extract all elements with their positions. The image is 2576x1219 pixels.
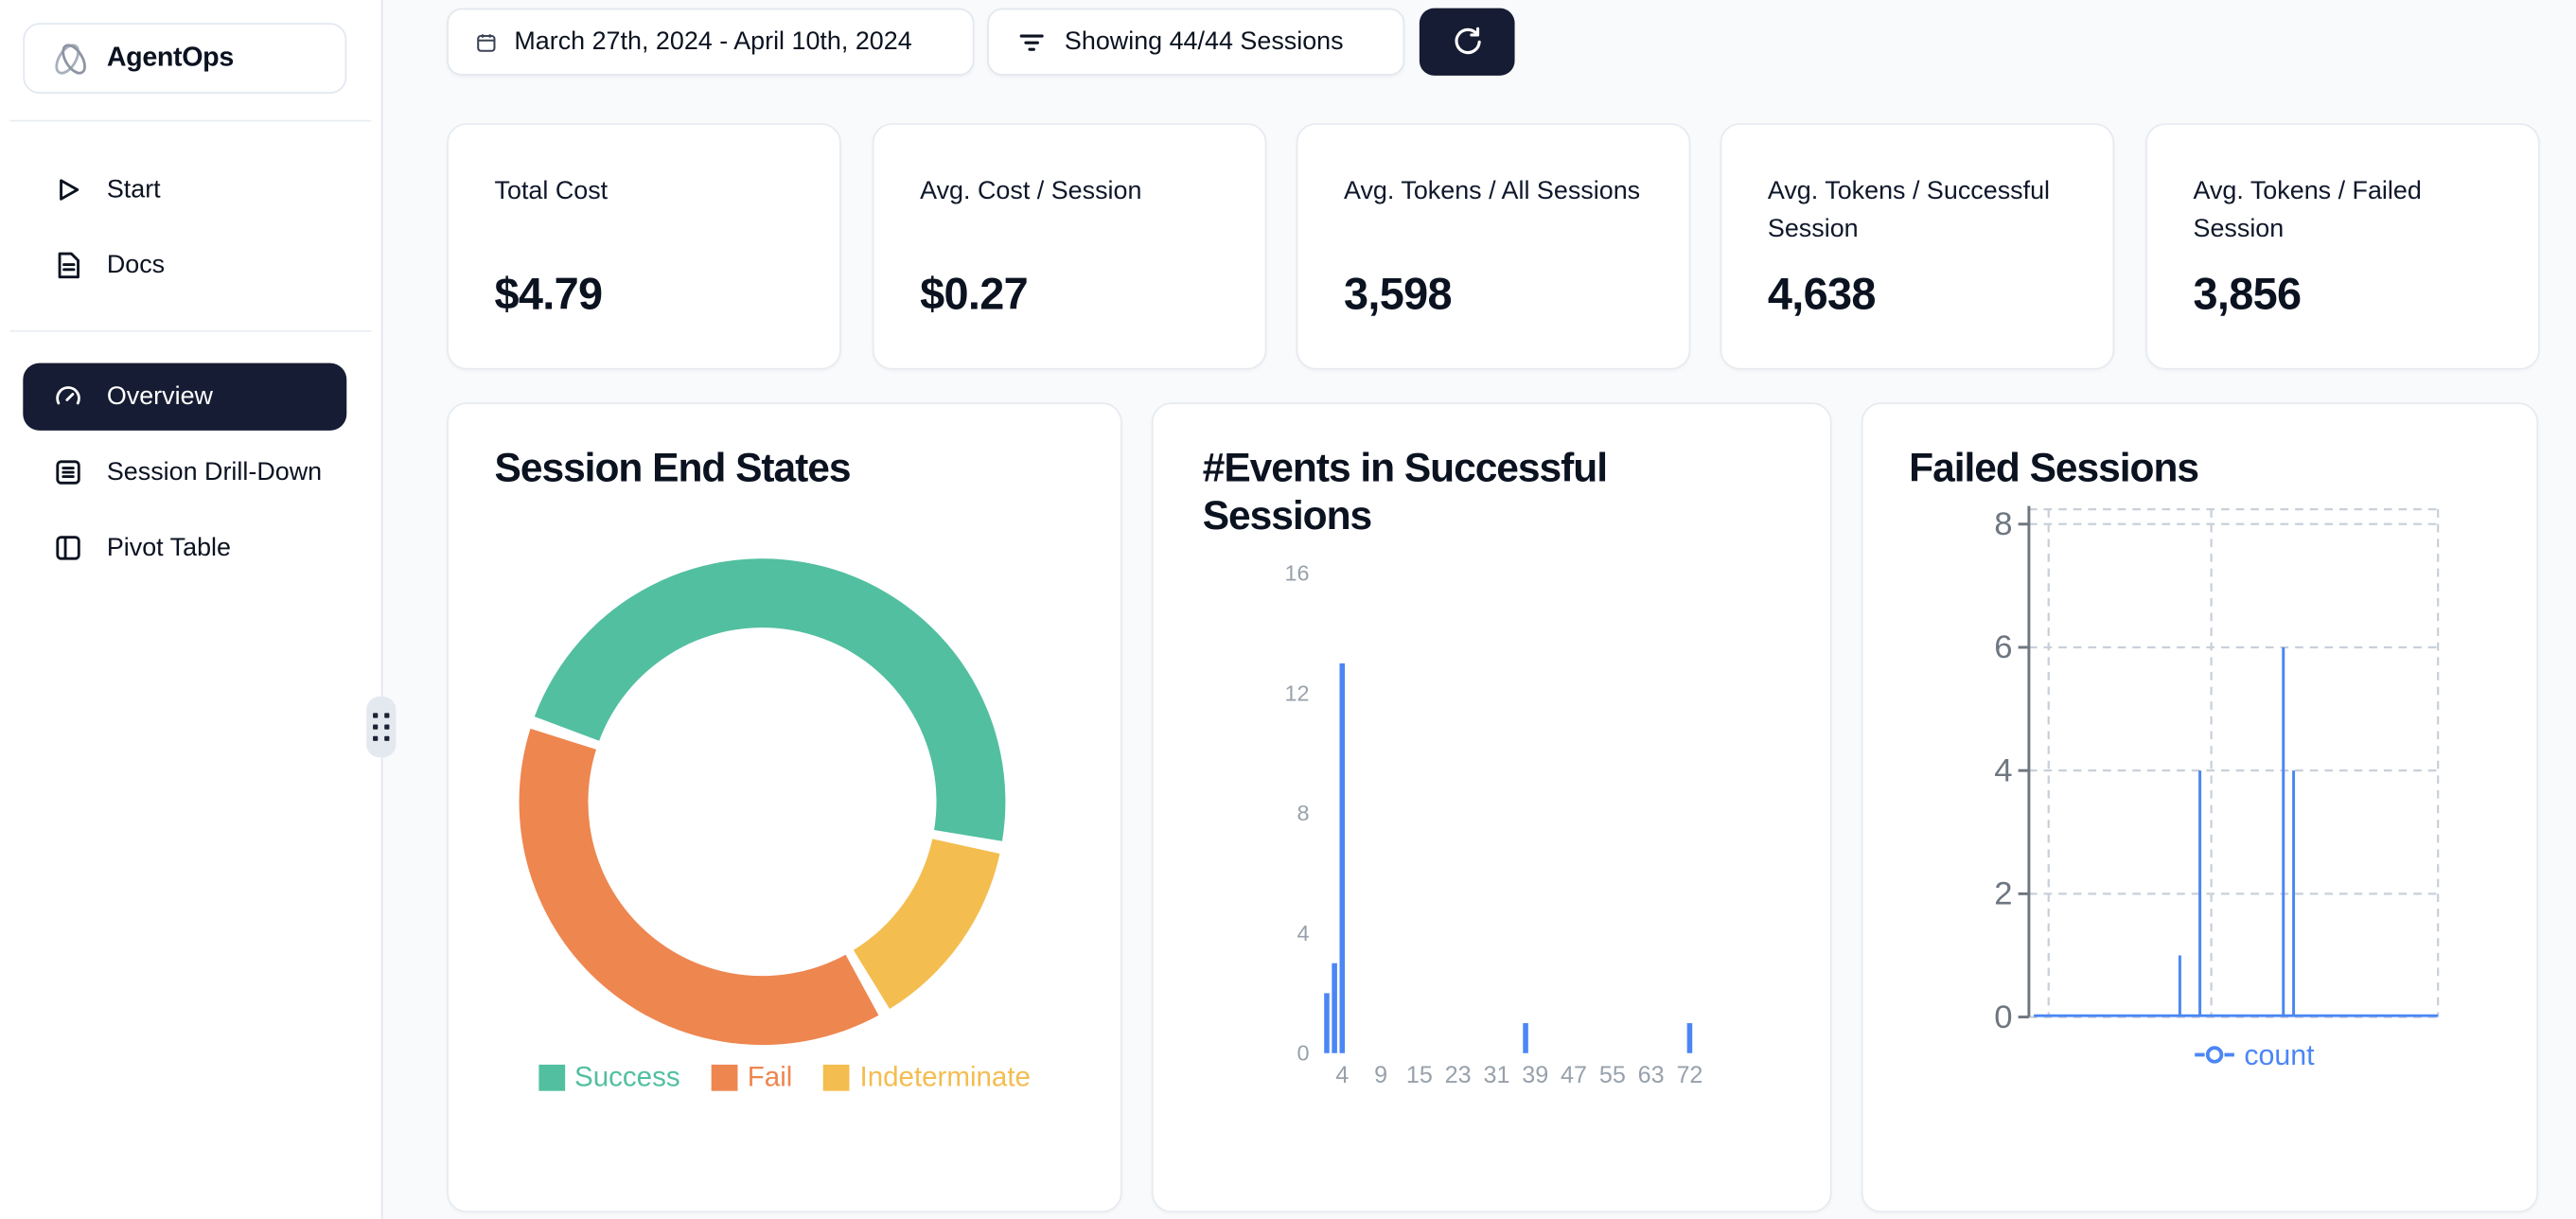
- play-icon: [53, 174, 84, 205]
- refresh-icon: [1450, 25, 1484, 59]
- date-range-button[interactable]: March 27th, 2024 - April 10th, 2024: [447, 8, 975, 76]
- paperclip-logo-icon: [51, 39, 91, 79]
- svg-text:2: 2: [1994, 876, 2012, 912]
- sidebar-item-pivot-table[interactable]: Pivot Table: [23, 514, 346, 581]
- svg-text:55: 55: [1599, 1062, 1626, 1088]
- refresh-button[interactable]: [1419, 8, 1515, 76]
- stat-label: Avg. Tokens / Successful Session: [1767, 177, 2051, 244]
- chart-title: Session End States: [494, 447, 852, 492]
- sidebar-resize-handle[interactable]: [366, 697, 397, 758]
- sidebar-item-label: Start: [106, 174, 161, 203]
- session-end-states-card: Session End States Success Fail Indeterm…: [447, 402, 1122, 1213]
- stat-value: 3,598: [1344, 269, 1453, 319]
- fail-swatch-icon: [711, 1064, 738, 1091]
- svg-text:0: 0: [1297, 1041, 1310, 1066]
- stat-value: $4.79: [494, 269, 604, 319]
- logo-label: AgentOps: [106, 43, 234, 73]
- sidebar-item-session-drill-down[interactable]: Session Drill-Down: [23, 439, 346, 506]
- sessions-filter-label: Showing 44/44 Sessions: [1064, 26, 1344, 56]
- failed-sessions-card: Failed Sessions 0 2 4 6 8 count: [1861, 402, 2539, 1213]
- svg-text:72: 72: [1676, 1062, 1703, 1088]
- donut-legend: Success Fail Indeterminate: [449, 1061, 1120, 1094]
- legend-label: Indeterminate: [859, 1061, 1031, 1093]
- logo[interactable]: AgentOps: [23, 23, 347, 94]
- svg-text:15: 15: [1406, 1062, 1433, 1088]
- session-list-icon: [53, 457, 84, 488]
- date-range-label: March 27th, 2024 - April 10th, 2024: [514, 26, 912, 56]
- stat-value: 3,856: [2193, 269, 2303, 319]
- sidebar-divider-top: [9, 119, 372, 122]
- sessions-filter-button[interactable]: Showing 44/44 Sessions: [987, 8, 1405, 76]
- stat-label: Total Cost: [494, 177, 609, 205]
- failed-sessions-line-chart: 0 2 4 6 8 count: [1994, 505, 2440, 1071]
- stat-card-avg-tokens-successful: Avg. Tokens / Successful Session 4,638: [1720, 123, 2115, 370]
- session-end-states-donut-chart: [519, 558, 1006, 1046]
- legend-item-success: Success: [538, 1061, 680, 1094]
- svg-text:0: 0: [1994, 999, 2012, 1035]
- sidebar-item-start[interactable]: Start: [23, 156, 346, 223]
- stat-value: $0.27: [920, 269, 1029, 319]
- sidebar-item-overview[interactable]: Overview: [23, 362, 347, 431]
- stat-card-avg-cost-session: Avg. Cost / Session $0.27: [872, 123, 1267, 370]
- chart-title: Failed Sessions: [1909, 447, 2199, 492]
- svg-text:31: 31: [1483, 1062, 1509, 1088]
- svg-text:4: 4: [1335, 1062, 1349, 1088]
- svg-text:6: 6: [1994, 629, 2012, 665]
- legend-item-fail: Fail: [711, 1061, 793, 1094]
- stat-card-avg-tokens-all: Avg. Tokens / All Sessions 3,598: [1296, 123, 1691, 370]
- sidebar-item-label: Pivot Table: [106, 533, 231, 561]
- legend-label: Fail: [747, 1061, 793, 1093]
- sidebar-item-docs[interactable]: Docs: [23, 232, 346, 299]
- success-swatch-icon: [538, 1064, 565, 1091]
- svg-text:12: 12: [1284, 680, 1309, 705]
- svg-text:16: 16: [1284, 561, 1309, 586]
- stat-card-total-cost: Total Cost $4.79: [447, 123, 841, 370]
- svg-text:23: 23: [1445, 1062, 1472, 1088]
- stat-card-avg-tokens-failed: Avg. Tokens / Failed Session 3,856: [2145, 123, 2540, 370]
- svg-text:39: 39: [1522, 1062, 1548, 1088]
- sidebar-item-label: Session Drill-Down: [106, 457, 323, 486]
- svg-text:63: 63: [1638, 1062, 1665, 1088]
- calendar-icon: [476, 32, 496, 52]
- svg-text:9: 9: [1374, 1062, 1387, 1088]
- docs-icon: [53, 250, 84, 281]
- sidebar-item-label: Docs: [106, 250, 166, 279]
- stat-label: Avg. Cost / Session: [920, 177, 1142, 205]
- svg-text:47: 47: [1561, 1062, 1587, 1088]
- svg-text:4: 4: [1297, 921, 1310, 945]
- legend-label: Success: [574, 1061, 680, 1093]
- svg-text:8: 8: [1994, 506, 2012, 542]
- sidebar: AgentOps Start Docs Overview Se: [0, 0, 383, 1219]
- stat-value: 4,638: [1767, 269, 1877, 319]
- stat-label: Avg. Tokens / Failed Session: [2193, 177, 2422, 244]
- filter-icon: [1017, 27, 1047, 57]
- svg-text:count: count: [2244, 1040, 2315, 1071]
- gauge-icon: [53, 381, 84, 413]
- stat-label: Avg. Tokens / All Sessions: [1344, 177, 1641, 205]
- svg-text:4: 4: [1994, 752, 2012, 788]
- svg-text:8: 8: [1297, 801, 1310, 825]
- sidebar-item-label: Overview: [106, 381, 213, 411]
- sidebar-divider-mid: [9, 329, 372, 332]
- events-in-successful-sessions-card: #Events in Successful Sessions 16 12 8 4 0 4 9…: [1151, 402, 1832, 1213]
- chart-title: #Events in Successful Sessions: [1202, 447, 1608, 539]
- legend-item-indeterminate: Indeterminate: [823, 1061, 1031, 1094]
- indeterminate-swatch-icon: [823, 1064, 851, 1091]
- drag-dots-icon: [373, 713, 390, 741]
- panel-icon: [53, 532, 84, 563]
